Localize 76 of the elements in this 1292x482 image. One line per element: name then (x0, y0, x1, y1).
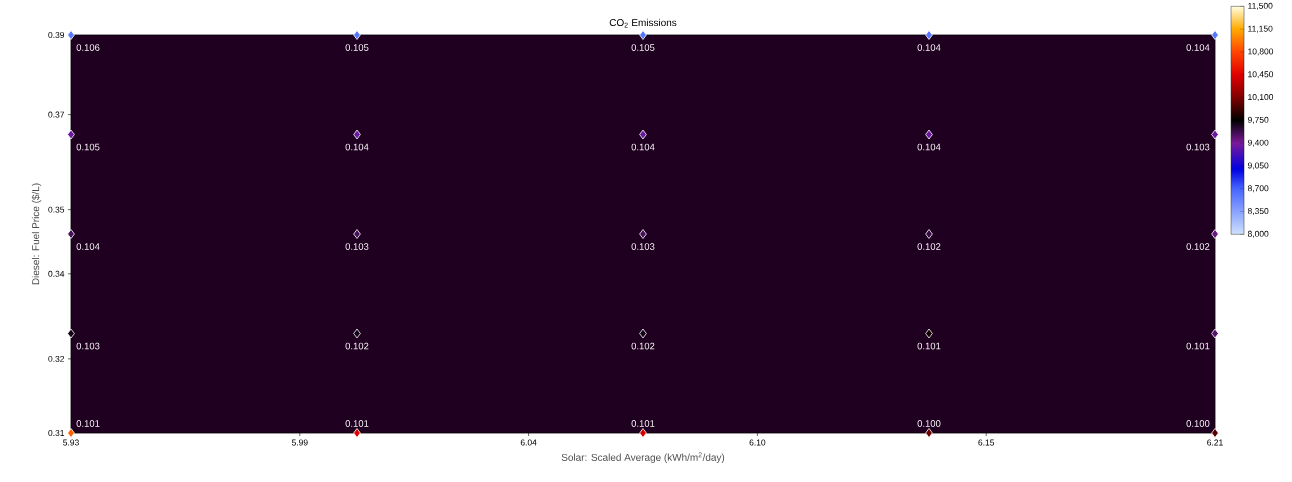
x-tick-label: 6.15 (978, 439, 995, 446)
point (1211, 428, 1219, 438)
color-bar-label: 9,400 (1247, 139, 1269, 147)
point (639, 30, 647, 40)
point (639, 129, 647, 140)
annotation: 0.101 (345, 420, 369, 427)
point (925, 428, 933, 438)
annotation: 0.103 (1186, 143, 1210, 151)
color-bar-label: 10,100 (1248, 94, 1274, 102)
point (67, 129, 75, 140)
color-bar-label: 8,000 (1247, 230, 1269, 238)
point (1211, 229, 1219, 239)
point (353, 129, 361, 140)
point (67, 30, 75, 40)
x-tick-label: 6.10 (749, 439, 766, 446)
x-axis-title: Solar: Scaled Average (kWh/m$^{2}$/day) (561, 452, 725, 463)
annotation: 0.100 (1186, 420, 1210, 427)
annotation: 0.104 (631, 143, 655, 151)
color-bar-label: 9,050 (1247, 162, 1269, 170)
point (353, 328, 361, 339)
point (1211, 30, 1219, 40)
point (67, 229, 75, 239)
point (639, 328, 647, 339)
annotation: 0.105 (76, 143, 100, 151)
annotation: 0.102 (631, 342, 655, 350)
annotation: 0.100 (917, 420, 941, 427)
annotation: 0.101 (917, 342, 941, 350)
color-bar-label: 9,750 (1247, 116, 1269, 124)
x-tick-label: 6.21 (1207, 439, 1223, 446)
y-tick-label: 0.35 (48, 206, 65, 213)
point (925, 129, 933, 140)
annotation: 0.104 (1186, 44, 1210, 51)
point (353, 30, 361, 40)
y-tick-label: 0.37 (48, 111, 65, 118)
x-tick-label: 5.93 (63, 439, 79, 446)
annotation: 0.101 (76, 420, 100, 427)
y-tick-label: 0.32 (48, 355, 65, 362)
point (353, 229, 361, 239)
annotation: 0.105 (345, 44, 369, 51)
x-tick-label: 6.04 (520, 439, 537, 446)
color-bar-label: 8,350 (1247, 208, 1269, 216)
y-tick-label: 0.31 (48, 430, 65, 436)
annotation: 0.103 (76, 342, 100, 350)
point (639, 229, 647, 239)
y-tick-label: 0.34 (48, 270, 65, 277)
point (925, 328, 933, 339)
point (639, 428, 647, 438)
annotation: 0.104 (76, 243, 100, 250)
point (67, 328, 75, 339)
color-bar-label: 10,800 (1248, 48, 1274, 56)
annotation: 0.103 (345, 243, 369, 250)
chart-title: CO$_{2}$ Emissions (609, 18, 677, 28)
annotation: 0.104 (917, 44, 941, 51)
point (353, 428, 361, 438)
x-tick-label: 5.99 (291, 439, 308, 446)
point (67, 428, 75, 438)
annotation: 0.106 (76, 44, 100, 51)
annotation: 0.104 (917, 143, 941, 151)
point (925, 229, 933, 239)
y-axis-title: Diesel: Fuel Price ($/L) (31, 183, 42, 285)
color-bar-label: 11,150 (1248, 25, 1273, 33)
color-bar-label: 11,500 (1248, 2, 1273, 10)
point (1211, 129, 1219, 140)
y-tick-label: 0.39 (48, 32, 65, 38)
annotation: 0.102 (1186, 243, 1210, 250)
annotation: 0.101 (631, 420, 655, 427)
point (925, 30, 933, 40)
annotation: 0.103 (631, 243, 655, 250)
annotation: 0.101 (1186, 342, 1210, 350)
annotation: 0.105 (631, 44, 655, 51)
point (1211, 328, 1219, 339)
annotation: 0.102 (345, 342, 369, 350)
annotation: 0.104 (345, 143, 369, 151)
annotation: 0.102 (917, 243, 941, 250)
color-bar-label: 10,450 (1248, 71, 1274, 79)
color-bar-label: 8,700 (1247, 185, 1269, 193)
